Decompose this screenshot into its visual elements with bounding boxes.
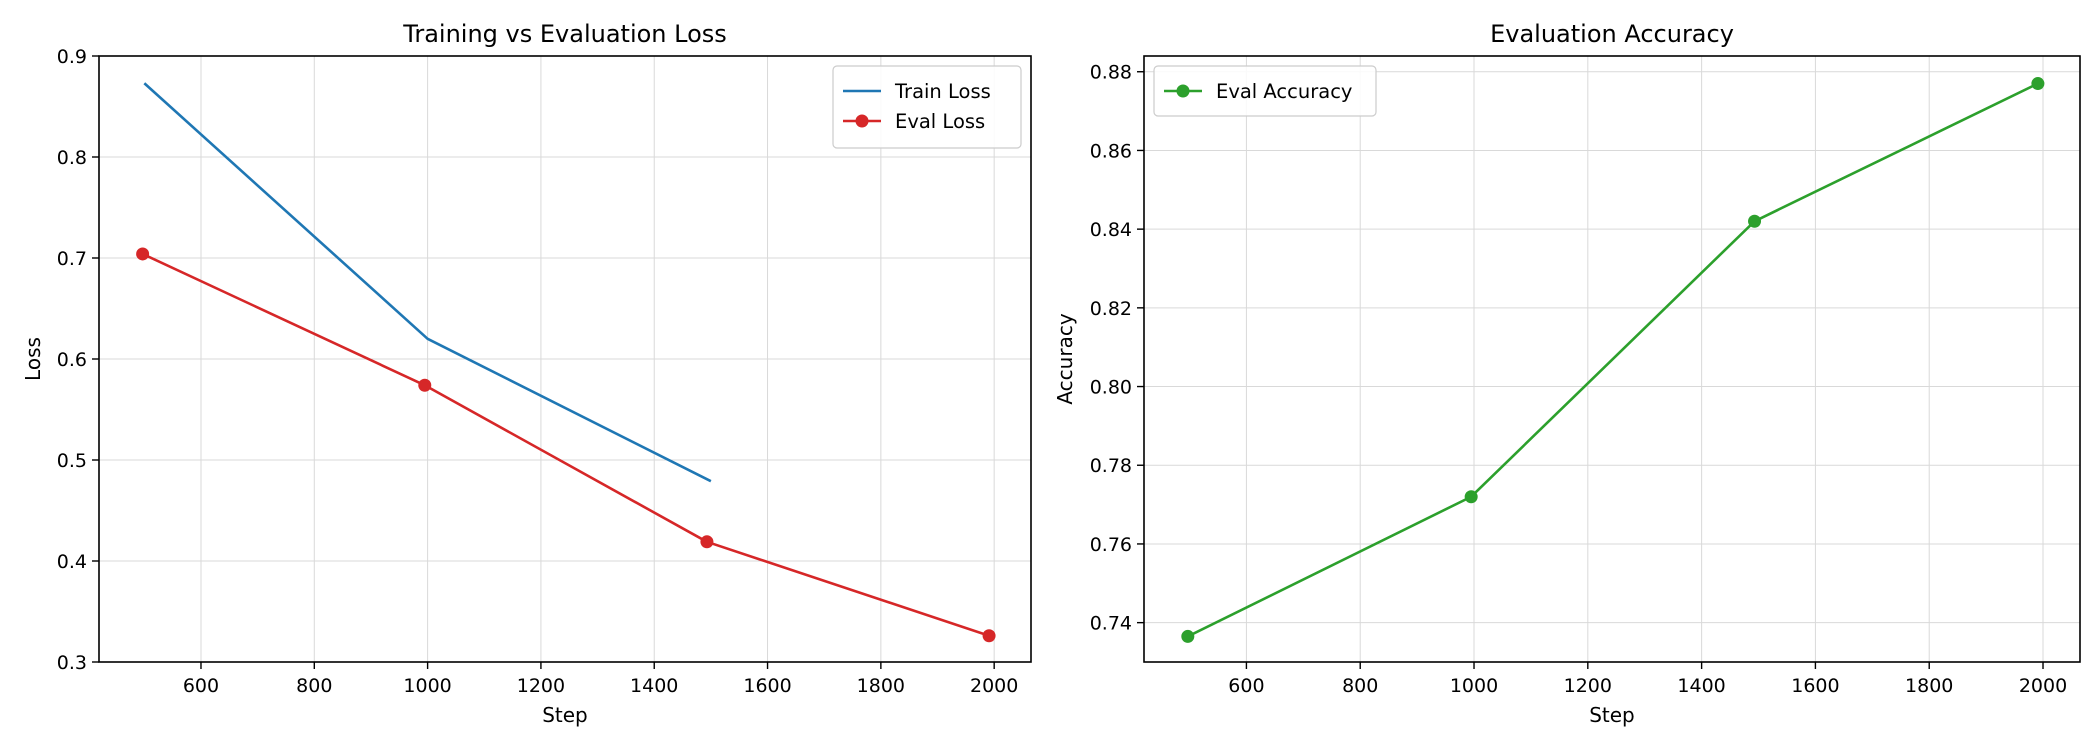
plot-frame: [98, 55, 1032, 663]
legend-label: Eval Accuracy: [1216, 80, 1352, 103]
y-tick-label: 0.8: [57, 147, 87, 169]
legend-label: Train Loss: [894, 80, 991, 103]
x-tick-label: 800: [296, 675, 332, 697]
series-line-0: [1187, 82, 2039, 638]
legend-box: [832, 65, 1022, 149]
y-tick-label: 0.86: [1090, 140, 1132, 162]
x-tick-label: 600: [1228, 675, 1264, 697]
x-tick-label: 1400: [630, 675, 678, 697]
x-tick-label: 1000: [403, 675, 451, 697]
data-point: [1464, 490, 1478, 504]
legend-box: [1153, 65, 1377, 117]
data-point: [2031, 77, 2045, 91]
data-point: [982, 629, 996, 643]
y-tick-label: 0.5: [57, 450, 87, 472]
x-tick-label: 2000: [970, 675, 1018, 697]
x-tick-label: 1200: [517, 675, 565, 697]
y-tick-label: 0.3: [57, 652, 87, 674]
y-tick-label: 0.7: [57, 248, 87, 270]
data-point: [1181, 629, 1195, 643]
y-tick-label: 0.78: [1090, 455, 1132, 477]
y-tick-label: 0.80: [1090, 377, 1132, 399]
chart-title: Training vs Evaluation Loss: [402, 20, 727, 48]
y-tick-label: 0.4: [57, 551, 87, 573]
x-tick-label: 1000: [1450, 675, 1498, 697]
x-tick-label: 2000: [2019, 675, 2067, 697]
series-line-0: [143, 82, 712, 483]
data-point: [700, 535, 714, 549]
y-axis-label: Accuracy: [1053, 313, 1077, 404]
data-point: [418, 378, 432, 392]
data-point: [136, 247, 150, 261]
y-tick-label: 0.88: [1090, 62, 1132, 84]
y-tick-label: 0.74: [1090, 613, 1132, 635]
data-point: [1748, 214, 1762, 228]
x-tick-label: 1200: [1564, 675, 1612, 697]
x-axis-label: Step: [1589, 703, 1635, 727]
y-axis-label: Loss: [21, 337, 45, 381]
x-tick-label: 800: [1342, 675, 1378, 697]
legend: Train Loss Eval Loss: [832, 65, 1022, 149]
x-axis-label: Step: [542, 703, 588, 727]
loss-chart: 600 800 1000 1200 1400 1600 1800 2000 0.3 0.4 0.5 0…: [21, 20, 1032, 727]
x-tick-label: 600: [183, 675, 219, 697]
plot-frame: [1143, 55, 2081, 663]
legend-marker: [1176, 84, 1190, 98]
x-tick-label: 1800: [857, 675, 905, 697]
x-tick-label: 1600: [743, 675, 791, 697]
x-tick-label: 1600: [1791, 675, 1839, 697]
x-tick-label: 1400: [1677, 675, 1725, 697]
accuracy-chart: 600 800 1000 1200 1400 1600 1800 2000 0.74 0.76 0.…: [1053, 20, 2081, 727]
legend-marker: [855, 114, 869, 128]
y-tick-label: 0.84: [1090, 219, 1132, 241]
x-tick-label: 1800: [1905, 675, 1953, 697]
y-tick-label: 0.82: [1090, 298, 1132, 320]
y-tick-label: 0.9: [57, 46, 87, 68]
legend: Eval Accuracy: [1153, 65, 1377, 117]
y-tick-label: 0.76: [1090, 534, 1132, 556]
chart-title: Evaluation Accuracy: [1490, 20, 1734, 48]
y-tick-label: 0.6: [57, 349, 87, 371]
series-line-1: [142, 252, 990, 637]
legend-label: Eval Loss: [895, 110, 985, 133]
